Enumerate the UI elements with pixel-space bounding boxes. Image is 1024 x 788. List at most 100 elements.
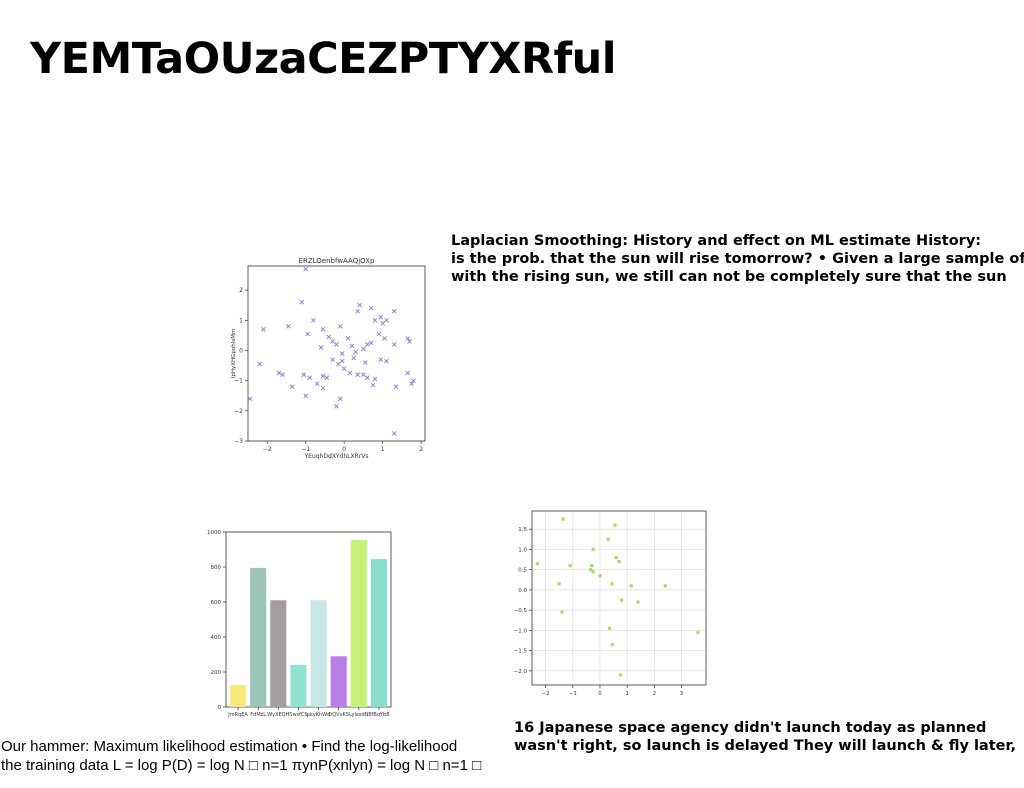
data-point [336,361,341,367]
data-point [341,366,347,371]
data-point [411,378,416,383]
data-point [353,349,359,355]
data-point [409,381,414,386]
data-point [320,385,326,391]
bar [290,665,307,707]
bar [370,559,387,707]
data-point [261,327,266,332]
bar [330,656,347,707]
text-line: the training data L = log P(D) = log N □… [1,757,482,774]
x-tick-label: −2 [263,446,272,453]
data-point [286,324,291,329]
data-point [560,610,564,614]
y-axis-label: IpHyXHGpohIsMm [231,329,237,379]
data-point [610,642,615,647]
data-point [318,345,324,350]
y-tick-label: −3 [234,438,243,445]
data-point [614,555,619,560]
data-point [364,375,370,380]
data-point [338,324,343,329]
x-tick-label: −2 [542,691,550,697]
plot-frame [225,531,392,708]
y-tick-label: 200 [211,670,222,676]
y-tick-label: −2.0 [514,669,528,675]
x-tick-label: JmRqEA [227,712,248,718]
data-point [320,327,326,332]
y-tick-label: −1.0 [514,628,528,634]
data-point [330,339,335,344]
data-point [598,573,602,578]
data-point [561,517,566,521]
plot-frame [247,265,426,442]
x-tick-label: DQVvKS [328,712,349,718]
data-point [391,431,397,436]
data-point [590,563,594,568]
data-point [364,342,370,347]
data-point [301,372,307,377]
data-point [405,370,411,376]
data-point [361,346,366,352]
data-point [378,314,384,320]
bar-chart-svg: 0 200 400 600 800 1000 JmRqEA FdMzL WyXEQH SwsfCS… [207,530,392,718]
y-tick-label: 400 [211,635,222,641]
data-point [247,396,253,402]
data-point [355,372,360,377]
bar-chart: 0 200 400 600 800 1000 JmRqEA FdMzL WyXEQH SwsfCS… [196,524,396,728]
scatter-chart-1-svg: ERZLOenbfwAAQjOXp YEuqhDdXYdhLXRrVs IpHyXH… [231,257,426,460]
y-tick-label: 1 [239,317,243,324]
x-tick-label: −1 [301,446,310,453]
data-point [376,331,382,337]
data-point [303,393,309,399]
y-tick-label: 0.0 [518,588,527,594]
data-point [345,336,351,341]
data-point [591,569,595,574]
data-point [303,266,309,272]
data-point [289,384,295,390]
y-tick-label: −2 [234,408,243,415]
data-point [330,357,335,362]
data-point [334,342,339,347]
data-point [349,343,355,349]
data-point [339,351,345,356]
x-tick-label: 0 [598,691,602,697]
data-point [617,559,621,564]
text-line: Our hammer: Maximum likelihood estimatio… [1,738,458,755]
y-tick-label: 1.0 [518,547,527,553]
y-tick-label: 0.5 [518,568,527,574]
data-point [557,582,561,586]
y-tick-label: 0 [218,705,222,711]
data-point [351,355,357,361]
data-point [391,342,397,347]
text-block-launch: 16 Japanese space agency didn't launch t… [514,719,1024,755]
data-point [384,317,389,323]
data-point [307,375,312,380]
x-tick-label: 3 [680,691,684,697]
plot-frame [531,510,707,686]
data-point [357,302,362,308]
text-block-hammer: Our hammer: Maximum likelihood estimatio… [1,737,511,775]
data-point [391,308,397,314]
text-line: is the prob. that the sun will rise tomo… [451,251,1024,267]
data-point [636,600,640,604]
data-point [363,360,368,365]
data-point [588,567,593,572]
y-tick-label: 0 [239,347,243,354]
data-point [339,358,345,364]
data-point [619,598,624,602]
text-block-laplacian: Laplacian Smoothing: History and effect … [451,232,1024,286]
data-point [607,626,612,631]
y-tick-label: −0.5 [514,608,528,614]
y-tick-label: 800 [211,565,222,571]
x-tick-label: 1 [625,691,629,697]
data-point [407,339,412,344]
data-point [368,305,374,311]
data-point [696,630,700,635]
x-axis-label: YEuqhDdXYdhLXRrVs [303,453,368,460]
y-tick-label: −1.5 [514,649,528,655]
data-point [314,381,320,386]
x-tick-label: 2 [653,691,657,697]
data-point [382,336,387,341]
bar [350,539,367,707]
bar [230,685,247,707]
bar [270,600,287,707]
